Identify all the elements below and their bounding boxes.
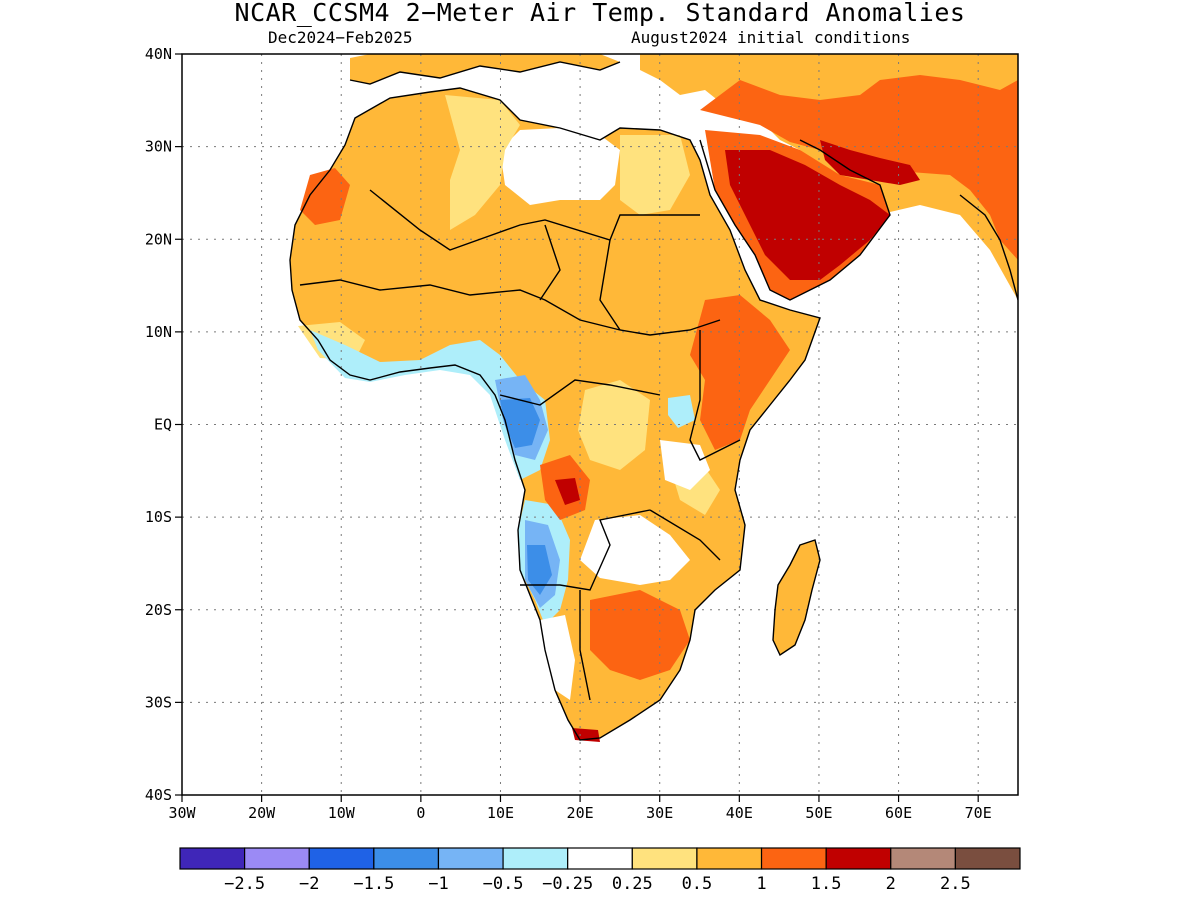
anomaly-region-sahara-north xyxy=(445,95,520,230)
colorbar-swatch xyxy=(954,847,1021,870)
lat-tick-label: 40S xyxy=(145,786,172,804)
coastlines xyxy=(289,61,1018,741)
anomaly-region-mauritania xyxy=(300,168,350,225)
anomaly-region-africa xyxy=(290,88,820,740)
coastline-madagascar xyxy=(772,539,821,657)
colorbar-label: 1 xyxy=(756,874,766,894)
lat-tick-label: EQ xyxy=(154,416,172,434)
anomaly-region-egypt xyxy=(620,135,690,215)
colorbar-swatch xyxy=(502,847,569,870)
longitude-axis: 30W 20W 10W 0 10E 20E 30E 40E 50E 60E 70E xyxy=(168,795,992,822)
colorbar-label: 2.5 xyxy=(940,874,971,894)
anomaly-region-tanzania-white xyxy=(660,440,710,490)
colorbar-swatch xyxy=(244,847,310,870)
lat-tick-label: 10S xyxy=(145,508,172,526)
colorbar-label: −2.5 xyxy=(224,874,265,894)
colorbar-swatch xyxy=(373,847,440,870)
lon-tick-label: 50E xyxy=(805,804,832,822)
anomaly-region-zambia-white xyxy=(580,515,690,585)
anomaly-region-congo-blue xyxy=(500,398,540,448)
lat-tick-label: 20S xyxy=(145,601,172,619)
anomaly-region-angola-darkblue xyxy=(527,545,552,595)
lon-tick-label: 30W xyxy=(168,804,196,822)
anomaly-region-iran xyxy=(700,75,1018,260)
lon-tick-label: 30E xyxy=(646,804,673,822)
colorbar-label: −2 xyxy=(299,874,319,894)
colorbar-label: −1 xyxy=(428,874,448,894)
lat-tick-label: 40N xyxy=(145,45,172,63)
anomaly-region-namibia-white xyxy=(540,615,575,700)
lat-tick-label: 30S xyxy=(145,693,172,711)
colorbar-swatch xyxy=(631,847,698,870)
colorbar-swatch xyxy=(696,847,763,870)
map-gridlines xyxy=(182,54,1018,795)
colorbar-swatch xyxy=(179,847,246,870)
lon-tick-label: 10W xyxy=(328,804,356,822)
colorbar-swatch xyxy=(890,847,956,870)
border-south xyxy=(520,509,721,701)
map-title: NCAR_CCSM4 2−Meter Air Temp. Standard An… xyxy=(234,0,966,27)
colorbar-label: −1.5 xyxy=(353,874,394,894)
anomaly-region-east-africa xyxy=(690,295,790,450)
lon-tick-label: 0 xyxy=(416,804,425,822)
anomaly-region-madagascar xyxy=(773,540,820,655)
coastline-india xyxy=(959,194,1018,301)
anomaly-region-southern-africa xyxy=(590,590,690,680)
colorbar-swatch xyxy=(825,847,892,870)
border-central xyxy=(499,224,661,406)
border-east xyxy=(689,330,741,461)
colorbar-label: 0.5 xyxy=(682,874,713,894)
anomaly-region-iran-hot xyxy=(820,140,920,185)
border-sahel xyxy=(299,279,721,336)
coastline-africa xyxy=(289,87,821,741)
colorbar-swatch xyxy=(437,847,504,870)
colorbar-label: −0.25 xyxy=(542,874,593,894)
coastline-arabia xyxy=(699,139,891,301)
initial-conditions: August2024 initial conditions xyxy=(631,28,911,47)
lon-tick-label: 70E xyxy=(965,804,992,822)
colorbar-swatch xyxy=(567,847,633,870)
lat-tick-label: 20N xyxy=(145,230,172,248)
anomaly-region-europe xyxy=(350,54,620,84)
forecast-period: Dec2024−Feb2025 xyxy=(268,28,413,47)
lat-tick-label: 30N xyxy=(145,138,172,156)
lat-tick-label: 10N xyxy=(145,323,172,341)
colorbar-label: −0.5 xyxy=(483,874,524,894)
lon-tick-label: 20W xyxy=(248,804,276,822)
colorbar-swatch xyxy=(308,847,375,870)
lon-tick-label: 20E xyxy=(567,804,594,822)
anomaly-region-angola-hotcore xyxy=(555,478,580,505)
lon-tick-label: 10E xyxy=(487,804,514,822)
anomaly-region-libya xyxy=(500,128,620,205)
latitude-axis: 40N 30N 20N 10N EQ 10S 20S 30S 40S xyxy=(145,45,182,804)
colorbar-label: 1.5 xyxy=(811,874,842,894)
anomaly-region-arabia-hot xyxy=(725,150,890,280)
lon-tick-label: 60E xyxy=(885,804,912,822)
anomaly-region-guinea-coast xyxy=(310,330,550,480)
anomaly-fields xyxy=(290,54,1018,742)
colorbar-label: 2 xyxy=(886,874,896,894)
coastline-europe xyxy=(349,61,621,85)
colorbar: −2.5 −2 −1.5 −1 −0.5 −0.25 0.25 0.5 1 1.5 2 2.5 xyxy=(179,847,1021,894)
lon-tick-label: 40E xyxy=(726,804,753,822)
colorbar-label: 0.25 xyxy=(612,874,653,894)
anomaly-region-lake-victoria xyxy=(668,395,695,428)
colorbar-swatch xyxy=(760,847,827,870)
border-north xyxy=(369,189,700,251)
